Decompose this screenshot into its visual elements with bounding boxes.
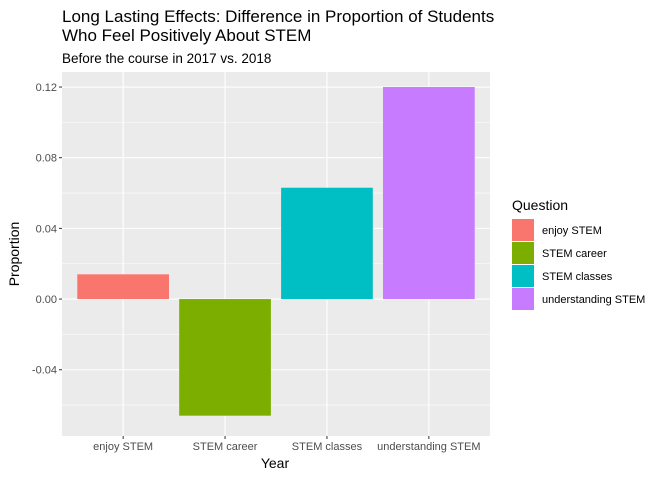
legend-label: STEM career (542, 248, 607, 260)
x-axis: enjoy STEM STEM career STEM classes underst… (93, 436, 481, 453)
chart-title-line-2: Who Feel Positively About STEM (62, 26, 311, 45)
legend-key-enjoy-stem (512, 219, 534, 241)
y-tick-label: 0.08 (36, 153, 57, 165)
y-tick-label: 0.12 (36, 82, 57, 94)
y-axis-title: Proportion (6, 222, 22, 287)
bars (77, 87, 475, 416)
y-tick-label: 0.00 (36, 294, 57, 306)
chart-subtitle: Before the course in 2017 vs. 2018 (62, 51, 271, 66)
y-tick-label: -0.04 (32, 365, 57, 377)
chart-title-line-1: Long Lasting Effects: Difference in Prop… (62, 7, 494, 26)
y-axis: -0.04 0.00 0.04 0.08 0.12 (32, 82, 62, 377)
x-tick-label: enjoy STEM (93, 441, 153, 453)
legend-label: STEM classes (542, 271, 613, 283)
legend-label: understanding STEM (542, 294, 645, 306)
x-tick-label: STEM classes (292, 441, 363, 453)
legend-label: enjoy STEM (542, 225, 602, 237)
legend-title: Question (512, 197, 568, 213)
legend-key-stem-career (512, 242, 534, 264)
x-tick-label: understanding STEM (377, 441, 480, 453)
y-tick-label: 0.04 (36, 223, 57, 235)
x-axis-title: Year (261, 455, 290, 471)
legend-key-stem-classes (512, 265, 534, 287)
legend-key-understanding-stem (512, 288, 534, 310)
bar-stem-career (179, 299, 271, 416)
bar-enjoy-stem (77, 274, 169, 300)
x-tick-label: STEM career (193, 441, 258, 453)
bar-stem-classes (281, 187, 373, 300)
bar-understanding-stem (383, 87, 475, 300)
legend: Question enjoy STEM STEM career STEM class… (512, 197, 645, 310)
